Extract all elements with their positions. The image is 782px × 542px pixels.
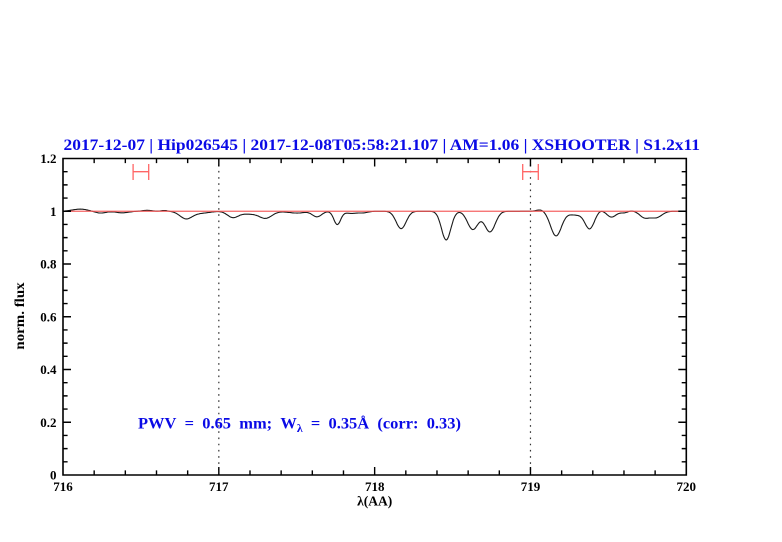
svg-text:716: 716	[53, 479, 73, 494]
svg-text:0.8: 0.8	[40, 257, 57, 272]
svg-text:0: 0	[50, 468, 57, 483]
svg-text:1: 1	[50, 204, 57, 219]
svg-text:719: 719	[521, 479, 541, 494]
svg-text:1.2: 1.2	[40, 151, 56, 166]
svg-text:λ(AA): λ(AA)	[357, 494, 392, 509]
svg-text:2017-12-07 | Hip026545 | 2017-: 2017-12-07 | Hip026545 | 2017-12-08T05:5…	[64, 137, 700, 154]
svg-text:720: 720	[677, 479, 697, 494]
svg-text:PWV = 0.65 mm; Wλ = 0.35: PWV = 0.65 mm; Wλ = 0.35Å (corr: 0.33)	[138, 415, 461, 436]
svg-text:0.6: 0.6	[40, 309, 57, 324]
svg-text:0.2: 0.2	[40, 415, 56, 430]
svg-text:0.4: 0.4	[40, 362, 57, 377]
svg-text:718: 718	[365, 479, 385, 494]
svg-text:717: 717	[209, 479, 229, 494]
svg-text:norm. flux: norm. flux	[12, 282, 27, 349]
